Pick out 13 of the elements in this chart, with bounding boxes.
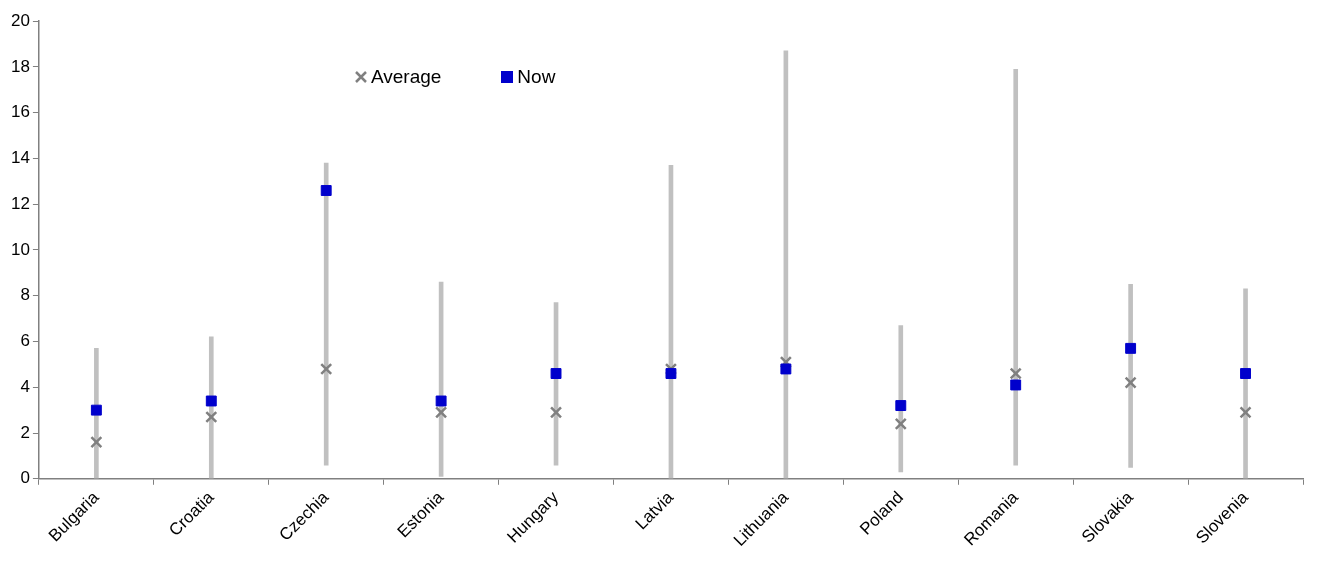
y-tick-label: 2 [20,422,30,442]
legend-label: Now [517,66,556,89]
legend-label: Average [370,66,442,89]
y-tick-label: 18 [10,56,30,76]
y-tick-label: 8 [20,285,30,305]
y-tick-label: 14 [10,148,30,168]
y-tick-label: 10 [10,239,30,259]
y-tick-label: 20 [10,10,30,30]
y-tick-label: 0 [20,468,30,488]
y-tick-label: 6 [20,331,30,351]
y-tick-label: 4 [20,376,30,396]
y-tick-label: 16 [10,102,30,122]
y-tick-label: 12 [10,193,30,213]
